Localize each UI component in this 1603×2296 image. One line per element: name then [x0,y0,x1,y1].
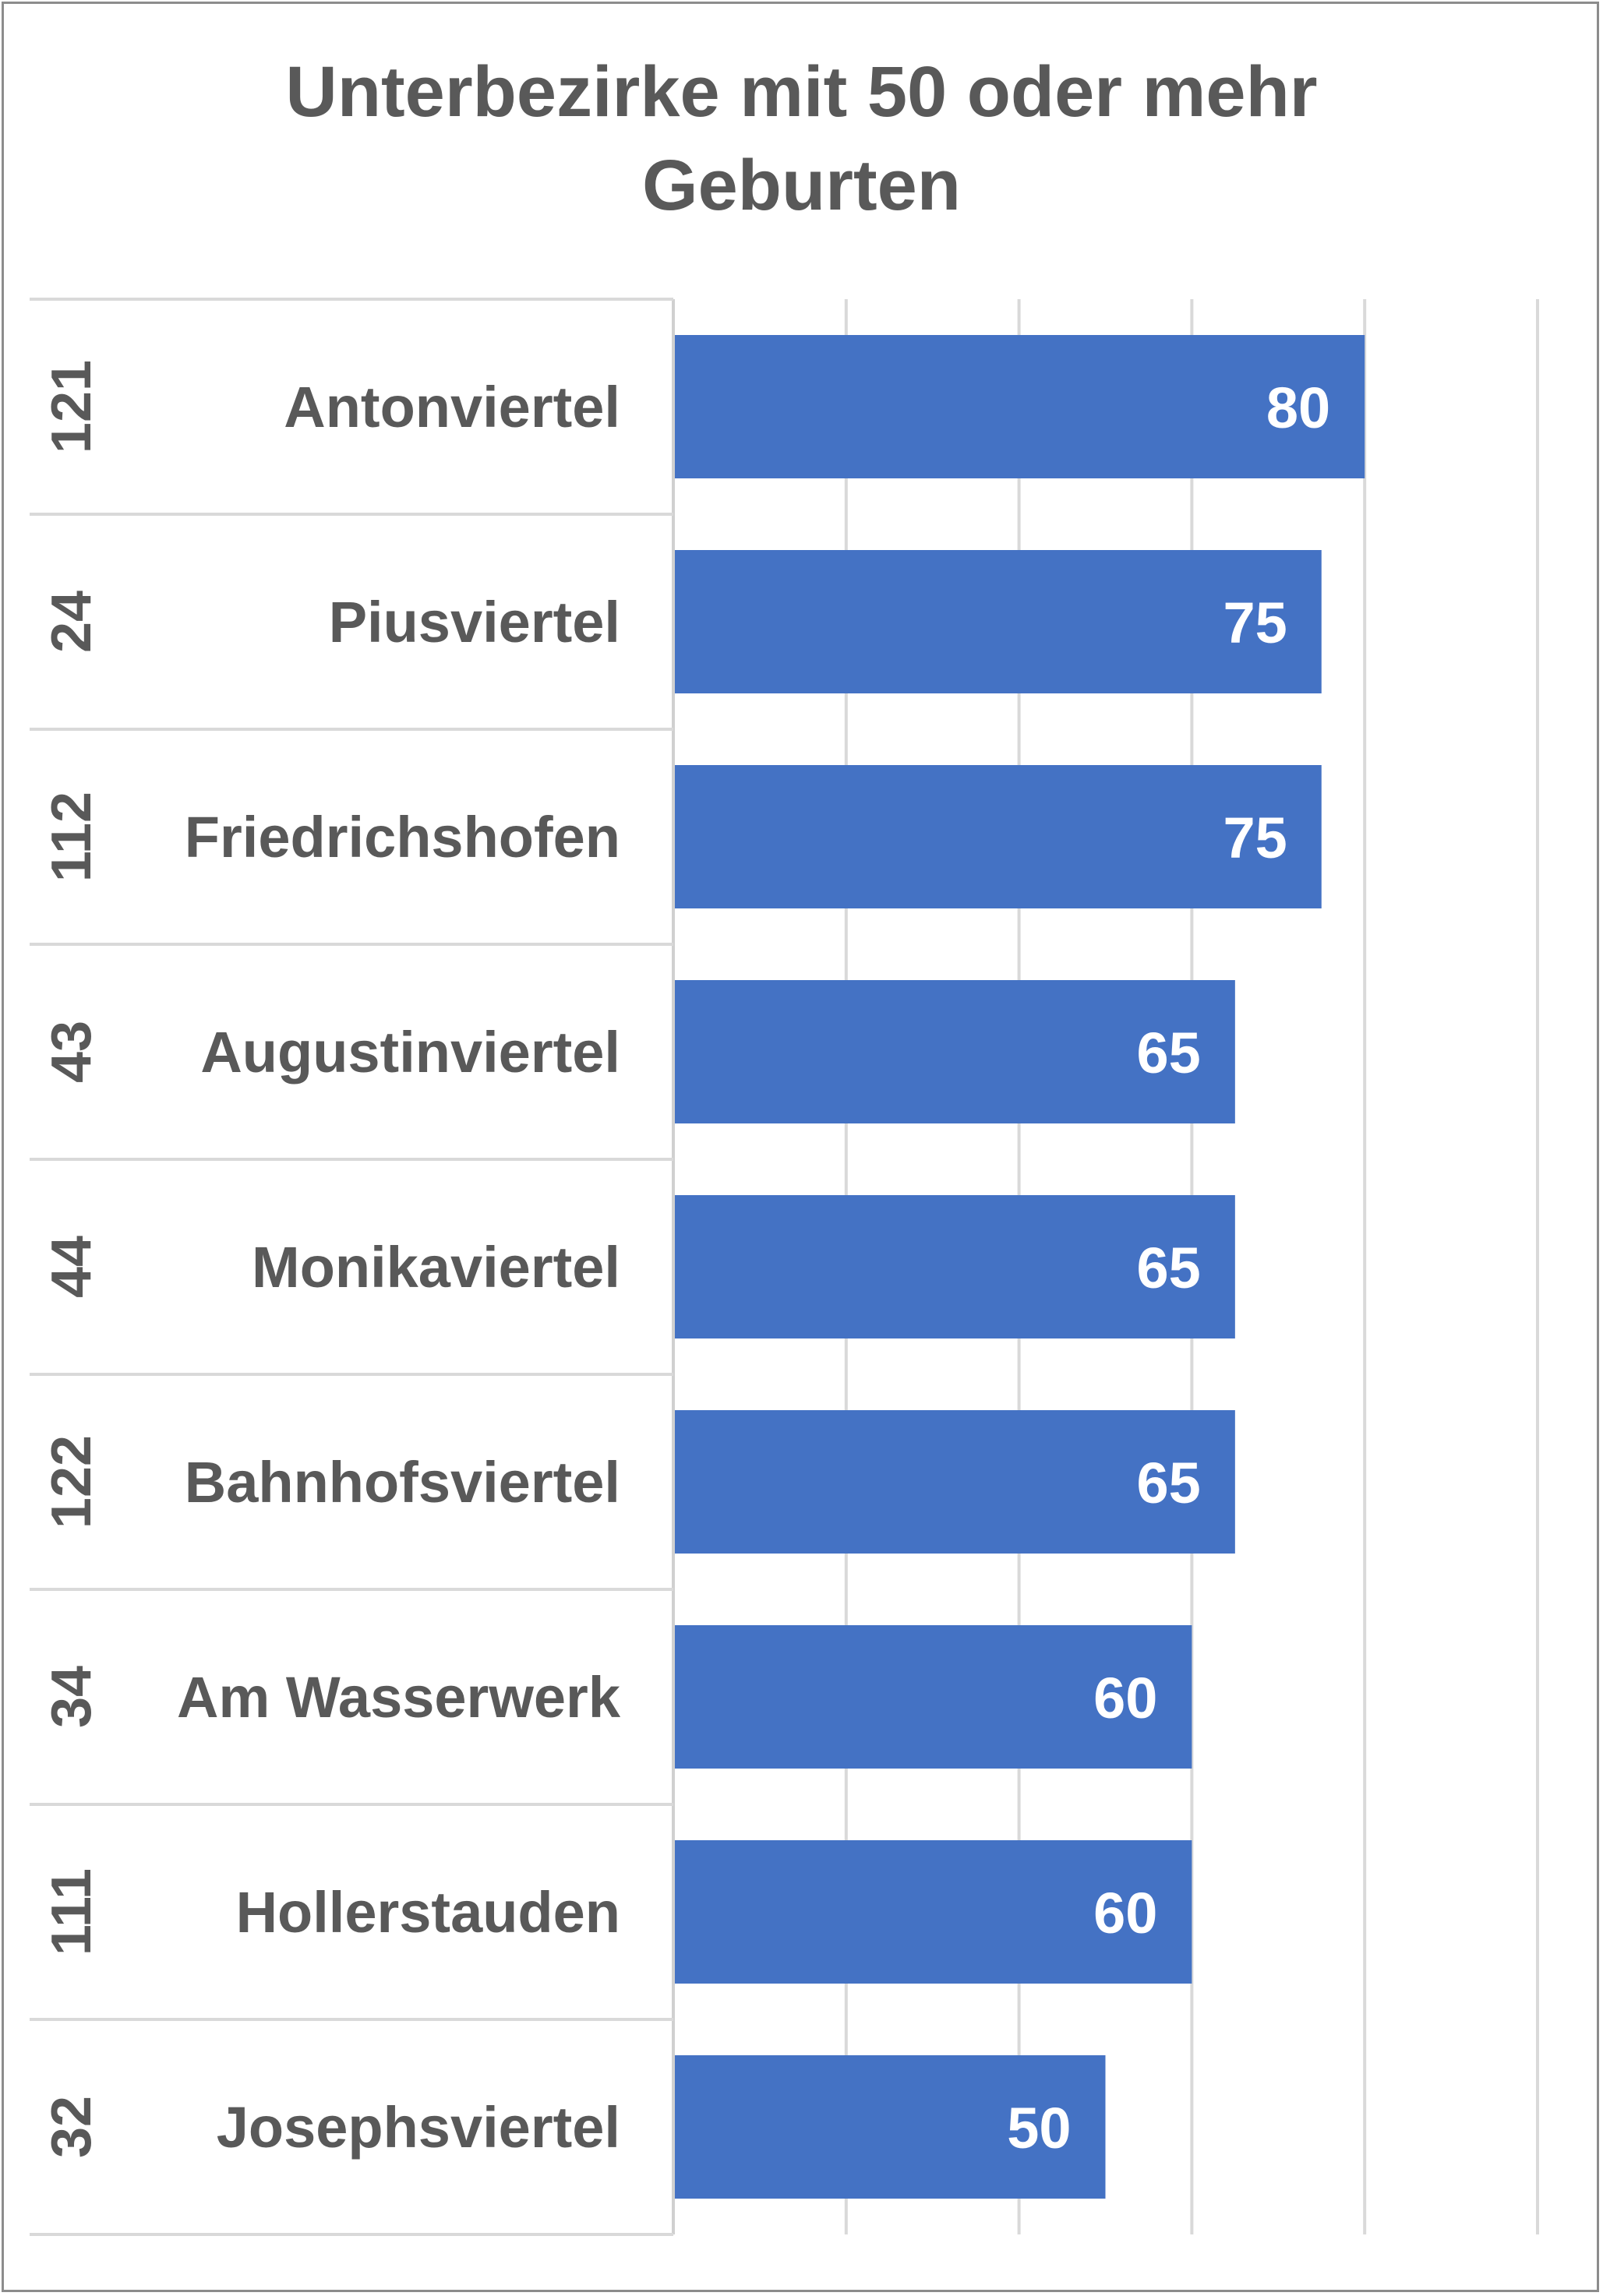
value-label-43: 65 [1137,1021,1201,1085]
category-name-112: Friedrichshofen [185,805,620,869]
bar-43 [675,980,1235,1123]
category-code-122: 122 [41,1435,103,1529]
value-label-34: 60 [1093,1666,1157,1730]
bar-44 [675,1195,1235,1338]
category-code-32: 32 [41,2096,103,2158]
category-name-122: Bahnhofsviertel [185,1450,620,1515]
bar-121 [675,335,1365,478]
category-code-44: 44 [41,1236,103,1298]
category-code-24: 24 [41,591,103,653]
category-code-121: 121 [41,360,103,453]
bar-34 [675,1625,1192,1769]
category-name-121: Antonviertel [284,375,620,439]
bar-24 [675,550,1322,693]
chart-title-line-1: Unterbezirke mit 50 oder mehr [285,52,1318,132]
category-name-24: Piusviertel [329,590,620,654]
category-code-111: 111 [41,1868,103,1956]
category-name-32: Josephsviertel [217,2095,620,2160]
bar-122 [675,1410,1235,1554]
category-code-34: 34 [41,1666,103,1728]
category-name-34: Am Wasserwerk [177,1665,621,1730]
category-name-111: Hollerstauden [236,1880,620,1945]
category-name-44: Monikaviertel [252,1235,620,1300]
value-label-44: 65 [1137,1236,1201,1300]
bar-111 [675,1840,1192,1984]
category-code-43: 43 [41,1021,103,1083]
category-name-43: Augustinviertel [200,1020,620,1085]
value-label-111: 60 [1093,1881,1157,1945]
value-label-112: 75 [1223,806,1287,870]
value-label-122: 65 [1137,1451,1201,1515]
value-label-32: 50 [1007,2096,1071,2160]
bar-32 [675,2055,1106,2199]
category-code-112: 112 [41,792,103,882]
value-label-24: 75 [1223,591,1287,655]
bar-112 [675,765,1322,908]
chart-title-line-2: Geburten [642,146,961,225]
value-label-121: 80 [1266,376,1330,440]
